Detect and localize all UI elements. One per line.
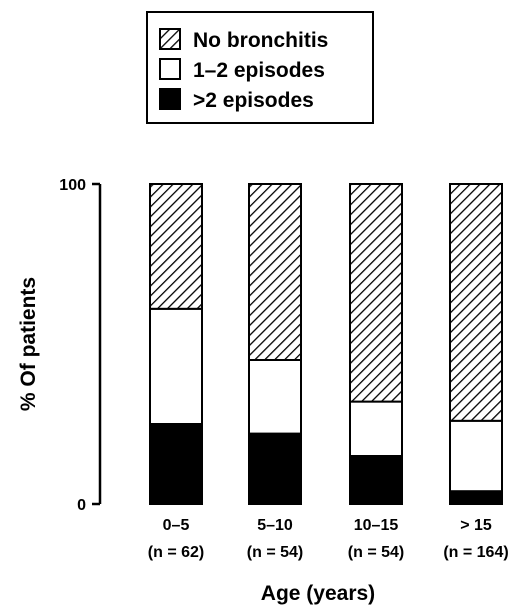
legend-frame	[146, 11, 374, 124]
legend-swatch-no-bronchitis	[159, 28, 181, 50]
bar-segment-no-bronchitis	[248, 183, 302, 361]
x-category-count: (n = 54)	[247, 544, 303, 561]
x-axis-title: Age (years)	[261, 582, 375, 605]
legend-label-gt2-episodes: >2 episodes	[193, 89, 314, 112]
y-tick-label-0: 0	[77, 497, 86, 514]
bar-segment-2-episodes	[149, 423, 203, 505]
x-category-label: > 15	[460, 517, 492, 534]
bar-segment-no-bronchitis	[149, 183, 203, 310]
x-category-label: 0–5	[163, 517, 190, 534]
legend-label-1-2-episodes: 1–2 episodes	[193, 59, 325, 82]
x-category-label: 5–10	[257, 517, 293, 534]
bar-segment-1-2-episodes	[248, 359, 302, 435]
bar-segment-1-2-episodes	[449, 419, 503, 493]
x-category-count: (n = 62)	[148, 544, 204, 561]
x-category-count: (n = 164)	[443, 544, 508, 561]
bar-segment-2-episodes	[449, 490, 503, 506]
bar-segment-2-episodes	[248, 432, 302, 506]
legend: No bronchitis 1–2 episodes >2 episodes	[146, 11, 374, 124]
bar-segment-1-2-episodes	[349, 400, 403, 458]
legend-swatch-gt2-episodes	[159, 88, 181, 110]
x-category-count: (n = 54)	[348, 544, 404, 561]
legend-label-no-bronchitis: No bronchitis	[193, 29, 328, 52]
bars	[149, 183, 503, 506]
x-axis: 0–5 (n = 62) 5–10 (n = 54) 10–15 (n = 54…	[148, 517, 509, 605]
bar-segment-1-2-episodes	[149, 307, 203, 425]
legend-swatch-1-2-episodes	[159, 58, 181, 80]
y-axis: 100 0 % Of patients	[17, 177, 102, 514]
x-category-label: 10–15	[354, 517, 399, 534]
y-axis-title: % Of patients	[17, 277, 40, 411]
bar-segment-no-bronchitis	[349, 183, 403, 403]
bar-segment-2-episodes	[349, 455, 403, 505]
y-tick-label-100: 100	[59, 177, 86, 194]
bar-segment-no-bronchitis	[449, 183, 503, 422]
